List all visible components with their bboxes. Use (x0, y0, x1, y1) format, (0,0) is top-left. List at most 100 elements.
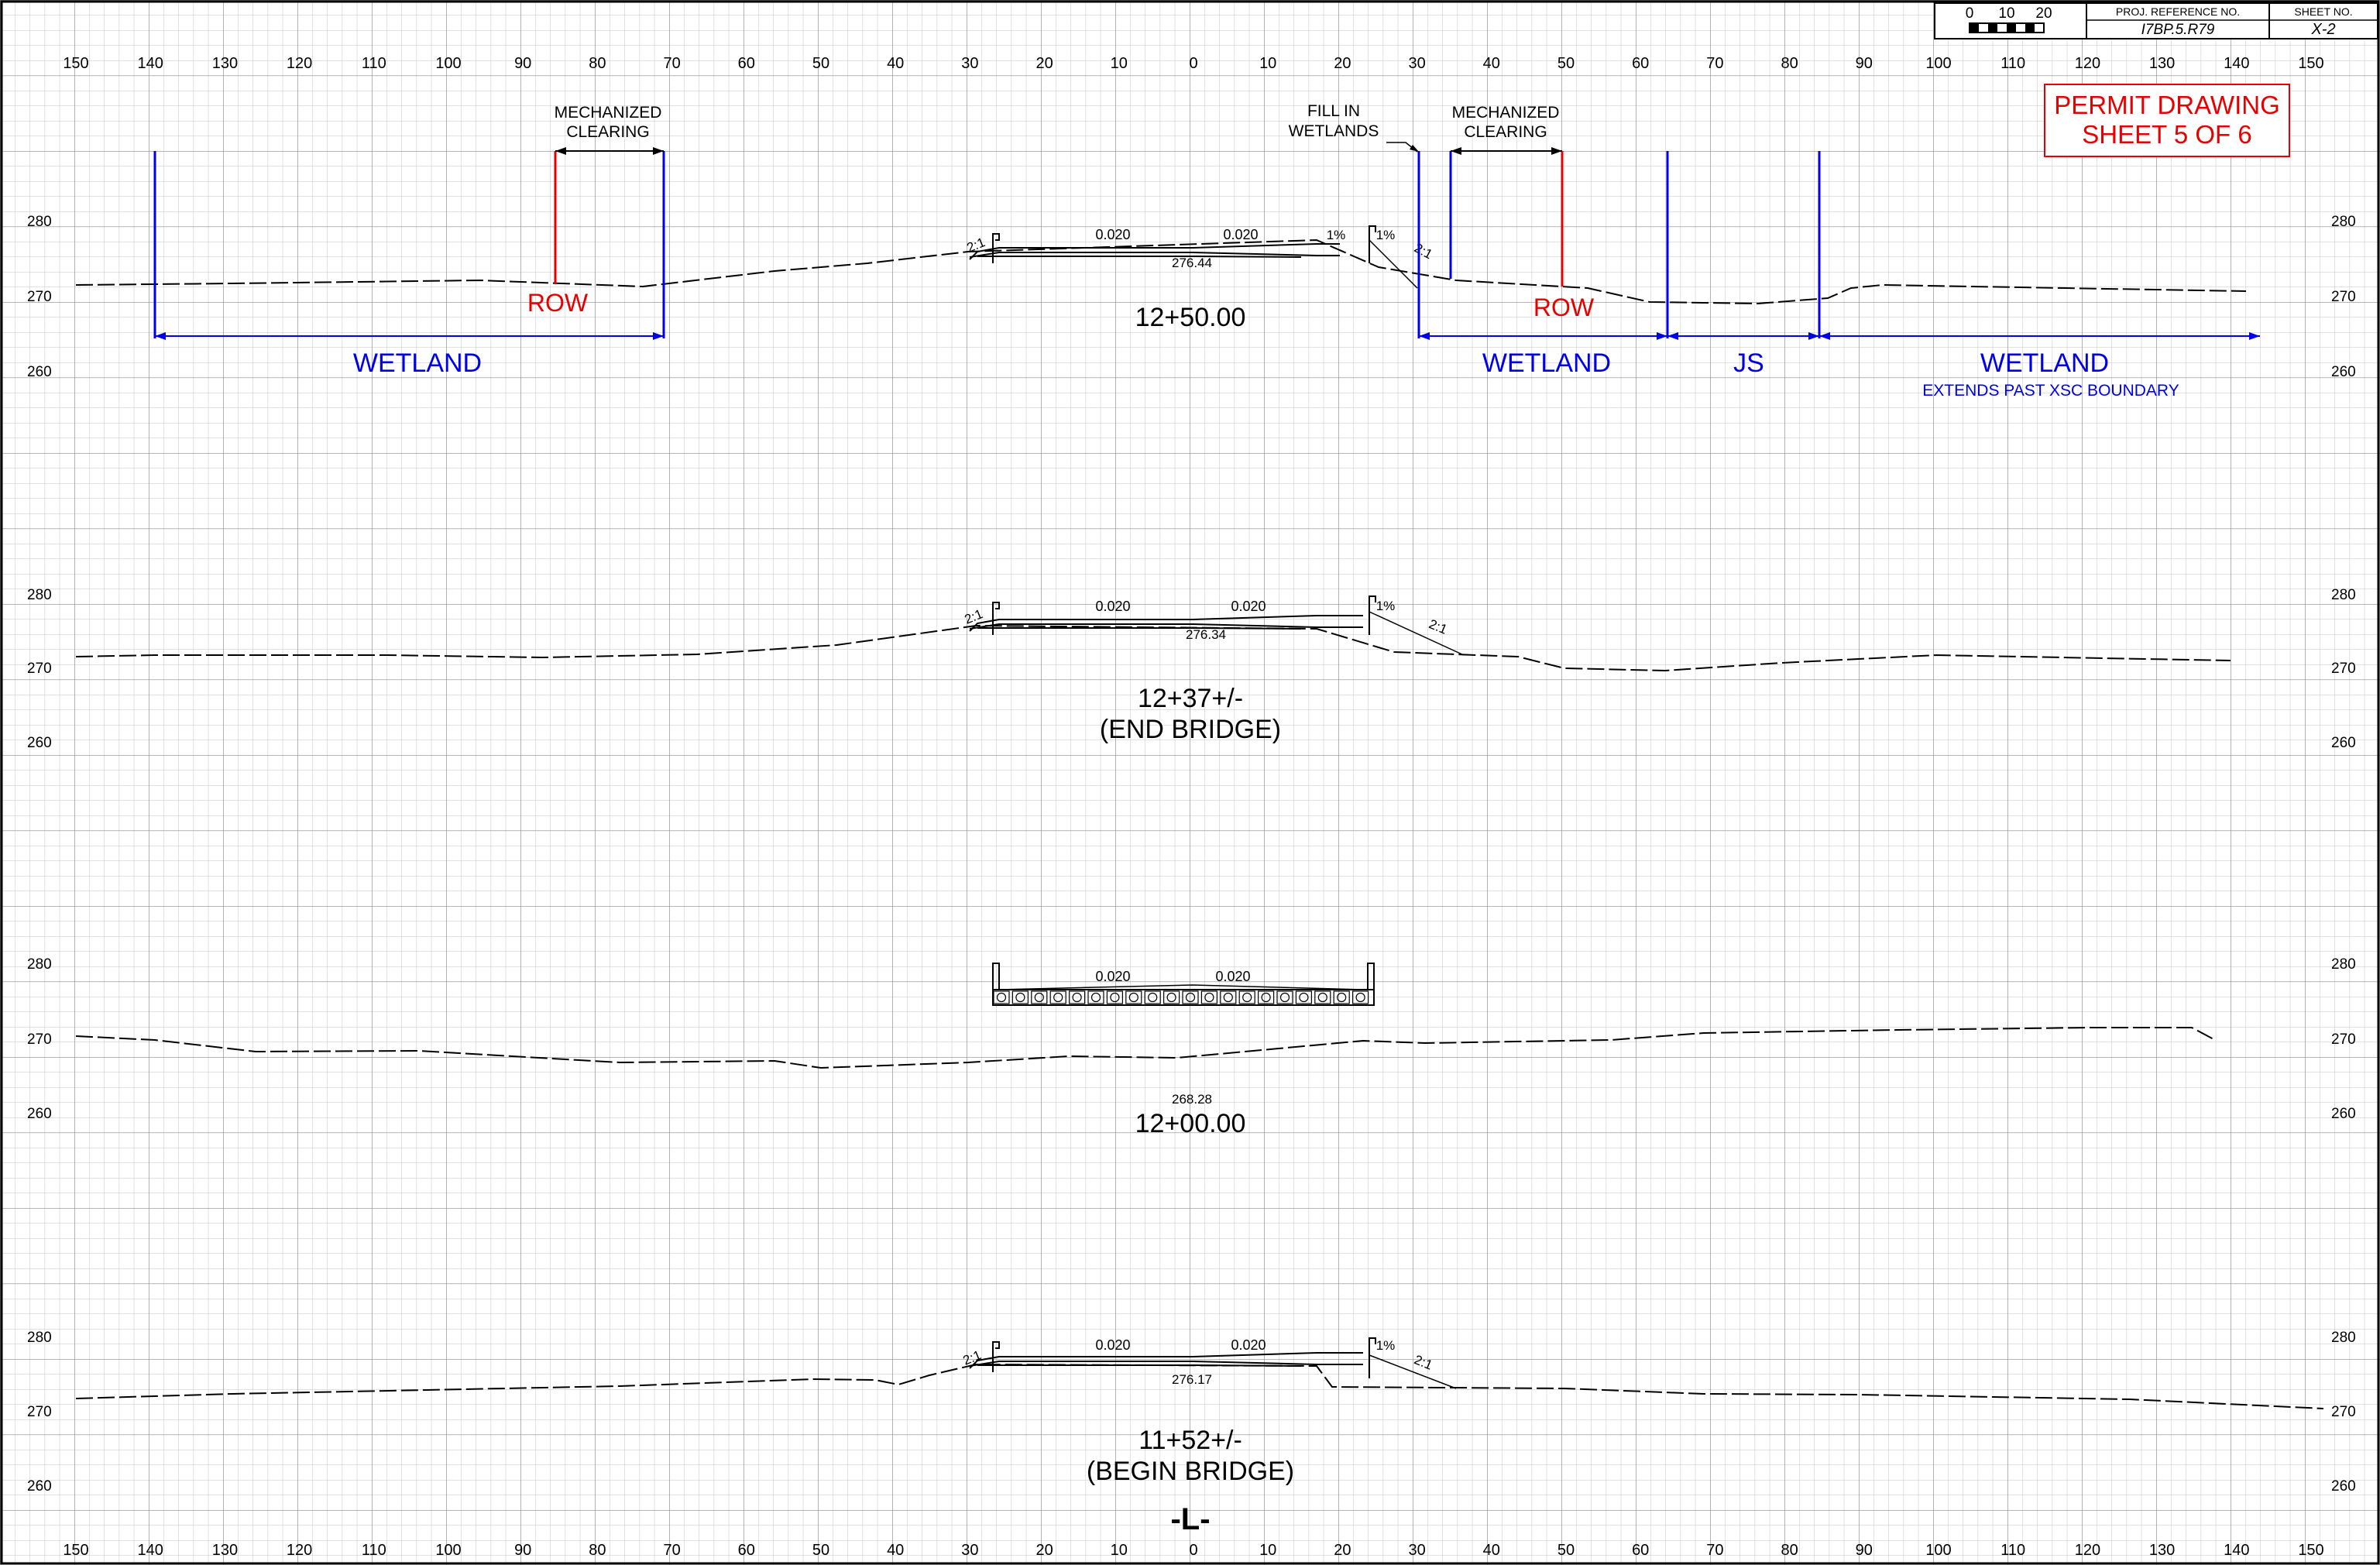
title-block: 0 10 20 PROJ. REFERENCE NO. I7BP.5.R79 S… (1934, 2, 2378, 39)
limit-lines (153, 151, 1821, 338)
elev-260: 260 (2331, 1478, 2356, 1495)
offset-tick-label: 0 (1189, 55, 1197, 72)
slope-right: 0.020 (1231, 1337, 1266, 1353)
shoulder-slope: 1% (1327, 228, 1346, 242)
slope-left: 0.020 (1095, 1337, 1130, 1353)
girder-void (1317, 992, 1327, 1003)
girder-void (1015, 992, 1025, 1003)
sheet-no-header: SHEET NO. (2294, 5, 2352, 18)
elev-270: 270 (2331, 289, 2356, 305)
offset-tick-label: 130 (2149, 55, 2175, 72)
elevation-labels-left: 280 270 260 (27, 587, 52, 751)
station-label: 12+00.00 (1135, 1109, 1246, 1138)
elev-260: 260 (27, 364, 52, 380)
roadway-template (969, 595, 1465, 656)
offset-tick-label: 120 (2075, 1542, 2100, 1559)
girder-void (1261, 992, 1271, 1003)
row-label-left: ROW (527, 289, 589, 317)
slope-right: 0.020 (1231, 599, 1266, 614)
crown-elevation: 268.28 (1172, 1092, 1212, 1107)
shoulder-slope: 1% (1376, 1338, 1396, 1353)
offset-tick-label: 30 (1408, 1542, 1425, 1559)
slope-left: 0.020 (1095, 969, 1130, 984)
girder-void (1242, 992, 1252, 1003)
extends-note: EXTENDS PAST XSC BOUNDARY (1922, 382, 2179, 400)
offset-tick-label: 110 (2001, 1542, 2025, 1559)
offset-tick-label: 60 (738, 55, 755, 72)
permit-drawing-box: PERMIT DRAWING SHEET 5 OF 6 (2044, 84, 2290, 157)
elev-270: 270 (27, 1031, 52, 1048)
elev-260: 260 (27, 1478, 52, 1495)
offset-tick-label: 140 (2224, 55, 2249, 72)
bridge-deck (992, 963, 1375, 1006)
offset-tick-label: 80 (1781, 55, 1798, 72)
offset-tick-label: 10 (1111, 1542, 1128, 1559)
offset-tick-label: 130 (212, 55, 238, 72)
girder-box (993, 990, 1010, 1004)
girder-box (1182, 990, 1199, 1004)
station-subtitle: (BEGIN BRIDGE) (1087, 1457, 1294, 1486)
offset-tick-label: 50 (812, 1542, 829, 1559)
offset-tick-label: 70 (1706, 1542, 1723, 1559)
offset-tick-label: 10 (1259, 1542, 1276, 1559)
permit-line-1: PERMIT DRAWING (2054, 91, 2280, 119)
existing-ground-line (75, 624, 2231, 672)
slope-right: 0.020 (1215, 969, 1250, 984)
shoulder-slope: 1% (1376, 599, 1396, 613)
elev-280: 280 (2331, 1330, 2356, 1346)
clearing-dimension-lines (555, 142, 1562, 155)
sheet-no-value: X-2 (2310, 21, 2335, 38)
offset-tick-label: 70 (663, 1542, 680, 1559)
girder-box (1031, 990, 1048, 1004)
elev-260: 260 (2331, 364, 2356, 380)
offset-tick-label: 90 (514, 55, 531, 72)
offset-tick-label: 110 (362, 1542, 386, 1559)
fill-in-wetlands-1: FILL IN (1307, 102, 1360, 120)
offset-tick-label: 30 (961, 55, 978, 72)
girder-box (1144, 990, 1161, 1004)
elev-260: 260 (27, 1106, 52, 1122)
offset-tick-label: 100 (1925, 55, 1951, 72)
slope-right: 0.020 (1223, 227, 1258, 242)
existing-ground-line (75, 1027, 2216, 1069)
elev-270: 270 (2331, 1404, 2356, 1420)
elev-280: 280 (2331, 956, 2356, 973)
offset-tick-label: 150 (2298, 1542, 2323, 1559)
row-label-right: ROW (1533, 293, 1595, 321)
permit-line-2: SHEET 5 OF 6 (2082, 120, 2251, 149)
elev-280: 280 (27, 956, 52, 973)
scale-label-0: 0 (1966, 5, 1974, 22)
girder-void (1355, 992, 1365, 1003)
offset-tick-label: 20 (1035, 1542, 1053, 1559)
offset-tick-label: 40 (1483, 1542, 1500, 1559)
offset-tick-label: 10 (1111, 55, 1128, 72)
girder-box (1351, 990, 1369, 1004)
offset-tick-label: 90 (514, 1542, 531, 1559)
girder-box (1049, 990, 1066, 1004)
offset-tick-label: 140 (138, 1542, 163, 1559)
station-subtitle: (END BRIDGE) (1100, 715, 1281, 744)
offset-tick-label: 40 (1483, 55, 1500, 72)
mech-clearing-left-2: CLEARING (566, 123, 649, 141)
elev-280: 280 (27, 1330, 52, 1346)
station-label: 11+52+/- (1138, 1426, 1242, 1455)
offset-tick-label: 110 (2001, 55, 2025, 72)
offset-tick-label: 60 (1632, 1542, 1649, 1559)
girder-void (1185, 992, 1196, 1003)
offset-tick-label: 120 (287, 1542, 312, 1559)
station-label: 12+37+/- (1138, 684, 1243, 713)
elevation-labels-left: 280 270 260 (27, 1330, 52, 1495)
offset-tick-label: 40 (887, 1542, 904, 1559)
elev-280: 280 (27, 214, 52, 230)
offset-tick-label: 30 (961, 1542, 978, 1559)
offset-tick-label: 70 (1706, 55, 1723, 72)
offset-tick-label: 80 (1781, 1542, 1798, 1559)
crown-elevation: 276.17 (1172, 1372, 1212, 1387)
elev-280: 280 (2331, 587, 2356, 603)
elev-280: 280 (27, 587, 52, 603)
girder-void (1204, 992, 1214, 1003)
elev-270: 270 (27, 1404, 52, 1420)
offset-tick-label: 20 (1035, 55, 1053, 72)
proj-ref-value: I7BP.5.R79 (2141, 22, 2215, 38)
